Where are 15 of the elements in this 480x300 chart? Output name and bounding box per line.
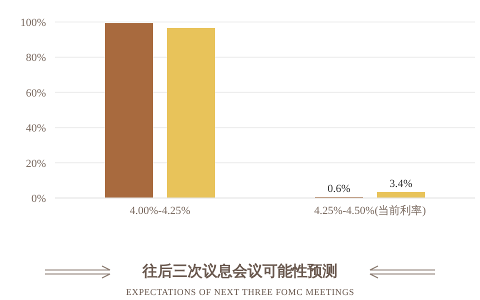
y-tick-label: 60% [26, 87, 46, 100]
y-tick-label: 100% [20, 17, 46, 29]
text: EXPECTATIONS OF NEXT THREE FOMC MEETINGS [126, 287, 354, 297]
text: 往后三次议息会议可能性预测 [142, 262, 338, 280]
bar [167, 28, 215, 198]
x-tick-label: 4.25%-4.50%(当前利率) [314, 204, 426, 217]
y-tick-label: 20% [26, 158, 46, 170]
bar [377, 192, 425, 198]
y-tick-label: 80% [26, 52, 46, 64]
data-label: 0.6% [328, 182, 350, 195]
x-tick-label: 4.00%-4.25% [130, 205, 190, 217]
bar [105, 23, 153, 198]
y-tick-label: 0% [31, 193, 46, 205]
y-tick-label: 40% [26, 122, 46, 135]
data-label: 3.4% [390, 178, 412, 190]
